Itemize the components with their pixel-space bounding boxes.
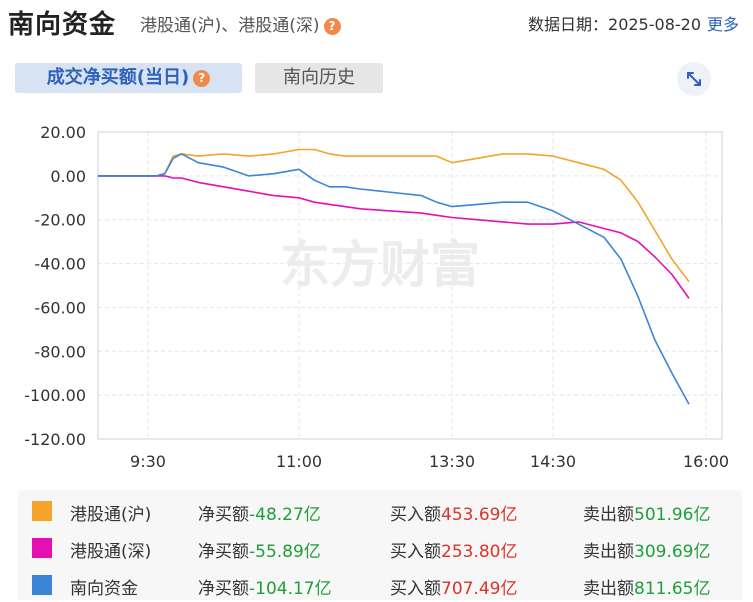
x-tick-label: 16:00 xyxy=(683,452,729,471)
legend-name: 港股通(深) xyxy=(70,542,152,562)
sell-label: 卖出额 xyxy=(583,542,634,562)
subtitle-text: 港股通(沪)、港股通(深) xyxy=(140,16,320,36)
page-title: 南向资金 xyxy=(8,10,117,40)
net-buy-chart: 东方财富 20.00 0.00 -20.00 -40.00 -60.00 -80.00 -1… xyxy=(24,123,729,471)
more-link[interactable]: 更多 xyxy=(707,15,740,34)
legend-name: 港股通(沪) xyxy=(70,505,152,525)
y-tick-label: -80.00 xyxy=(34,342,86,361)
x-tick-label: 9:30 xyxy=(130,452,166,471)
legend-row-sh: 港股通(沪) 净买额-48.27亿 买入额453.69亿 卖出额501.96亿 xyxy=(18,492,742,528)
legend-sell: 卖出额811.65亿 xyxy=(583,574,710,599)
chart-grid xyxy=(97,131,723,440)
buy-value: 453.69亿 xyxy=(441,505,518,525)
legend-net: 净买额-55.89亿 xyxy=(198,537,321,562)
sell-value: 309.69亿 xyxy=(634,542,711,562)
legend-swatch-total xyxy=(32,575,52,595)
y-tick-label: 20.00 xyxy=(40,123,86,142)
net-label: 净买额 xyxy=(198,505,249,525)
tab-southbound-history[interactable]: 南向历史 xyxy=(255,63,383,93)
y-tick-label: -100.00 xyxy=(24,386,86,405)
x-tick-label: 14:30 xyxy=(530,452,576,471)
buy-value: 253.80亿 xyxy=(441,542,518,562)
buy-label: 买入额 xyxy=(390,579,441,599)
net-label: 净买额 xyxy=(198,579,249,599)
date-label: 数据日期： xyxy=(528,15,609,34)
data-date: 数据日期：2025-08-20 更多 xyxy=(528,11,739,35)
buy-label: 买入额 xyxy=(390,542,441,562)
series-line-total xyxy=(98,153,690,405)
legend-buy: 买入额453.69亿 xyxy=(390,500,517,525)
y-tick-label: -40.00 xyxy=(34,255,86,274)
legend-swatch-sh xyxy=(32,501,52,521)
legend-buy: 买入额707.49亿 xyxy=(390,574,517,599)
legend-panel: 港股通(沪) 净买额-48.27亿 买入额453.69亿 卖出额501.96亿 … xyxy=(18,490,742,600)
tab-southbound-history-label: 南向历史 xyxy=(283,67,355,88)
y-tick-label: -120.00 xyxy=(24,430,86,449)
net-label: 净买额 xyxy=(198,542,249,562)
watermark-text: 东方财富 xyxy=(280,236,480,294)
legend-sell: 卖出额309.69亿 xyxy=(583,537,710,562)
legend-net: 净买额-48.27亿 xyxy=(198,500,321,525)
y-tick-label: 0.00 xyxy=(50,167,86,186)
series-line-sz xyxy=(98,175,690,299)
legend-sell: 卖出额501.96亿 xyxy=(583,500,710,525)
buy-value: 707.49亿 xyxy=(441,579,518,599)
buy-label: 买入额 xyxy=(390,505,441,525)
sell-value: 811.65亿 xyxy=(634,579,711,599)
page-subtitle: 港股通(沪)、港股通(深)? xyxy=(140,11,341,36)
plot-frame xyxy=(97,131,723,440)
legend-swatch-sz xyxy=(32,538,52,558)
net-value: -55.89亿 xyxy=(249,542,321,562)
net-value: -104.17亿 xyxy=(249,579,332,599)
legend-row-sz: 港股通(深) 净买额-55.89亿 买入额253.80亿 卖出额309.69亿 xyxy=(18,529,742,565)
legend-name: 南向资金 xyxy=(70,579,138,599)
net-value: -48.27亿 xyxy=(249,505,321,525)
sell-value: 501.96亿 xyxy=(634,505,711,525)
expand-icon[interactable] xyxy=(677,62,711,96)
y-tick-label: -20.00 xyxy=(34,211,86,230)
series-line-sh xyxy=(98,148,690,283)
tab-net-buy-today[interactable]: 成交净买额(当日)? xyxy=(15,63,242,93)
legend-net: 净买额-104.17亿 xyxy=(198,574,332,599)
x-tick-label: 13:30 xyxy=(429,452,475,471)
date-value: 2025-08-20 xyxy=(608,15,701,34)
sell-label: 卖出额 xyxy=(583,505,634,525)
legend-buy: 买入额253.80亿 xyxy=(390,537,517,562)
help-icon[interactable]: ? xyxy=(323,17,341,35)
legend-row-total: 南向资金 净买额-104.17亿 买入额707.49亿 卖出额811.65亿 xyxy=(18,566,742,602)
help-icon[interactable]: ? xyxy=(193,69,211,87)
y-tick-label: -60.00 xyxy=(34,298,86,317)
x-tick-label: 11:00 xyxy=(276,452,322,471)
tab-net-buy-today-label: 成交净买额(当日) xyxy=(46,67,190,88)
sell-label: 卖出额 xyxy=(583,579,634,599)
